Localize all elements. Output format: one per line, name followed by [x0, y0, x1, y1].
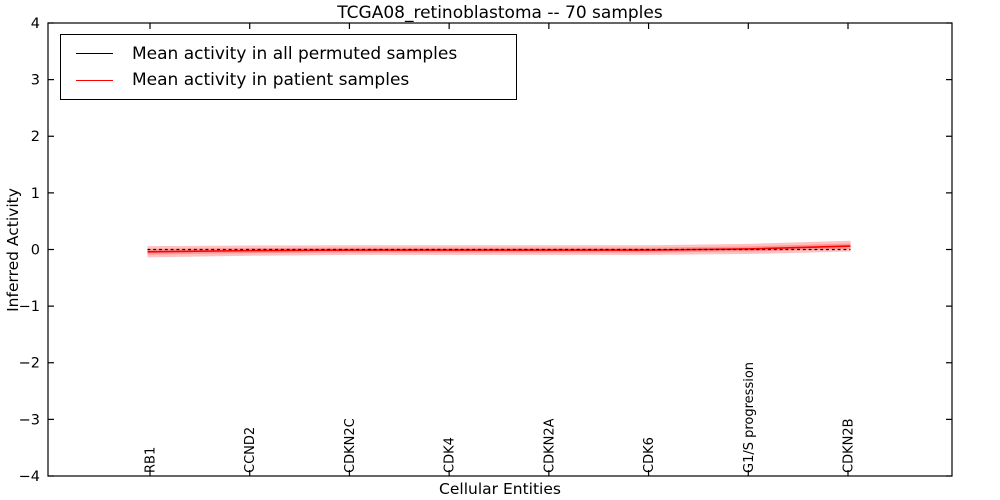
y-tick-label: −3 [19, 412, 40, 428]
x-tick-label: CDK4 [443, 437, 458, 473]
x-tick-label: G1/S progression [742, 362, 757, 473]
x-tick-label: CCND2 [243, 427, 258, 473]
y-tick-label: 3 [31, 73, 40, 89]
y-tick-label: −4 [19, 469, 40, 485]
x-tick-labels: RB1 CCND2 CDKN2C CDK4 CDKN2A CDK6 G1/S progres… [144, 362, 857, 473]
legend-line-sample-black [76, 53, 113, 55]
y-tick-label: −1 [19, 299, 40, 315]
y-tick-labels: 4 3 2 1 0 −1 −2 −3 −4 [19, 16, 40, 485]
legend-entry-patient: Mean activity in patient samples [61, 70, 516, 90]
legend-label-patient: Mean activity in patient samples [132, 70, 410, 91]
y-tick-label: 1 [31, 186, 40, 202]
y-tick-label: −2 [19, 356, 40, 372]
chart-title: TCGA08_retinoblastoma -- 70 samples [337, 3, 663, 23]
x-tick-label: RB1 [144, 447, 159, 473]
legend: Mean activity in all permuted samples Me… [60, 34, 517, 100]
x-axis-label: Cellular Entities [439, 480, 561, 498]
x-tick-label: CDKN2A [542, 418, 557, 473]
legend-entry-permuted: Mean activity in all permuted samples [61, 44, 516, 64]
y-tick-label: 0 [31, 242, 40, 258]
confidence-band [147, 240, 851, 258]
x-tick-label: CDKN2C [343, 418, 358, 473]
x-ticks [149, 23, 849, 476]
y-tick-label: 2 [31, 129, 40, 145]
y-tick-label: 4 [31, 16, 40, 32]
patient-mean-line [147, 245, 851, 253]
y-axis-label: Inferred Activity [4, 188, 22, 312]
legend-label-permuted: Mean activity in all permuted samples [132, 43, 458, 64]
y-ticks [48, 22, 952, 477]
confidence-band-inner [147, 243, 851, 255]
legend-line-sample-red [76, 79, 113, 81]
x-tick-label: CDK6 [642, 437, 657, 473]
x-tick-label: CDKN2B [842, 418, 857, 473]
